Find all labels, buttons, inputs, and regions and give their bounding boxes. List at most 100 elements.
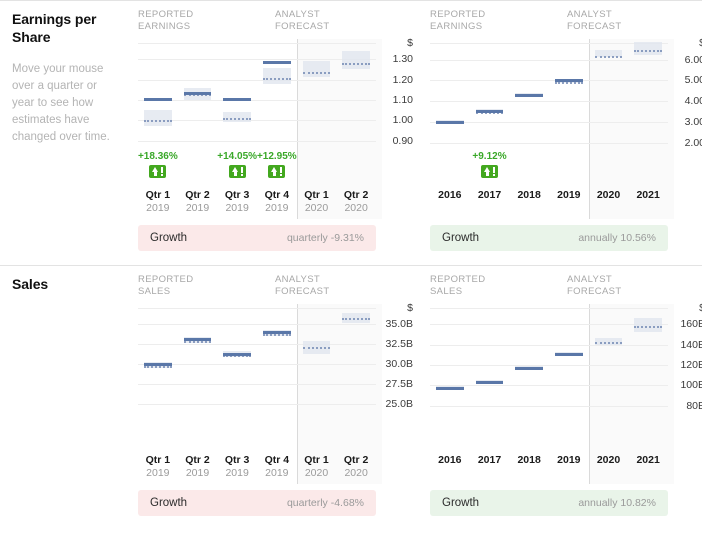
x-axis-tick-2021[interactable]: 2021 bbox=[620, 189, 676, 202]
x-axis-tick-2017[interactable]: 2017 bbox=[462, 189, 518, 202]
estimate-consensus-line bbox=[594, 342, 623, 344]
chart-headers: REPORTED SALES ANALYST FORECAST bbox=[130, 266, 416, 304]
x-tick-year-label: 2020 bbox=[344, 467, 368, 480]
gridline bbox=[138, 324, 376, 325]
gridline bbox=[138, 141, 376, 142]
estimate-consensus-line bbox=[634, 50, 662, 52]
section-description-column: Sales bbox=[0, 266, 130, 530]
earnings-surprise-marker[interactable]: +18.36% bbox=[130, 151, 186, 183]
chart-eps-quarterly[interactable]: REPORTED EARNINGS ANALYST FORECAST $1.30… bbox=[130, 1, 416, 265]
x-tick-primary-label: 2021 bbox=[636, 189, 660, 201]
y-axis-currency-symbol: $ bbox=[699, 302, 702, 314]
x-tick-primary-label: Qtr 2 bbox=[185, 454, 210, 466]
y-axis-tick-label: 120B bbox=[680, 359, 702, 372]
x-tick-year-label: 2019 bbox=[185, 202, 210, 215]
x-axis-tick-2019[interactable]: 2019 bbox=[541, 454, 597, 467]
x-axis-tick-2021[interactable]: 2021 bbox=[620, 454, 676, 467]
growth-label: Growth bbox=[150, 497, 188, 509]
estimate-consensus-line bbox=[342, 63, 370, 65]
forecast-shaded-region-axis bbox=[588, 416, 674, 484]
y-axis-tick-label: 80B bbox=[686, 399, 702, 412]
estimate-range-box bbox=[144, 110, 172, 126]
x-axis-tick-2016[interactable]: 2016 bbox=[422, 189, 478, 202]
x-axis-tick-qtr-2-2019[interactable]: Qtr 2 2019 bbox=[170, 189, 226, 215]
growth-bar: Growth quarterly -4.68% bbox=[138, 490, 376, 516]
gridline bbox=[430, 406, 668, 407]
plot-area-sales-quarterly[interactable]: $35.0B 32.5B 30.0B 27.5B 25.0B bbox=[130, 302, 416, 468]
chart-headers: REPORTED EARNINGS ANALYST FORECAST bbox=[130, 1, 416, 39]
y-axis-tick-label: 1.20 bbox=[392, 73, 413, 86]
estimate-consensus-line bbox=[183, 341, 212, 343]
plot-area-eps-quarterly[interactable]: $1.30 1.20 1.10 1.00 0.90 bbox=[130, 37, 416, 203]
surprise-up-arrow-icon bbox=[481, 165, 498, 178]
gridline bbox=[430, 43, 668, 44]
surprise-percent-label: +14.05% bbox=[217, 151, 258, 162]
y-axis-tick-label: 3.00 bbox=[684, 115, 702, 128]
estimate-range-box bbox=[594, 338, 623, 345]
x-axis-tick-2016[interactable]: 2016 bbox=[422, 454, 478, 467]
section-title: Earnings per Share bbox=[12, 11, 97, 45]
gridline bbox=[138, 384, 376, 385]
growth-label: Growth bbox=[442, 232, 480, 244]
x-tick-year-label: 2019 bbox=[146, 467, 170, 480]
estimate-range-box bbox=[634, 318, 662, 332]
x-axis-labels: 2016 2017 2018 2019 2020 2021 bbox=[422, 416, 702, 484]
earnings-surprise-marker[interactable]: +14.05% bbox=[209, 151, 265, 183]
gridline bbox=[430, 60, 668, 61]
estimate-range-box bbox=[594, 50, 623, 57]
y-axis-tick-label: 6.00 bbox=[684, 53, 702, 66]
x-axis-tick-qtr-4-2019[interactable]: Qtr 4 2019 bbox=[249, 189, 305, 215]
x-axis-tick-2019[interactable]: 2019 bbox=[541, 189, 597, 202]
chart-sales-annual[interactable]: REPORTED SALES ANALYST FORECAST $160B 140… bbox=[422, 266, 702, 530]
reported-actual-line bbox=[475, 110, 504, 113]
x-axis-tick-2020[interactable]: 2020 bbox=[581, 189, 637, 202]
growth-bar: Growth annually 10.56% bbox=[430, 225, 668, 251]
estimate-consensus-line bbox=[594, 56, 623, 58]
earnings-surprise-marker[interactable]: +12.95% bbox=[249, 151, 305, 183]
x-tick-primary-label: 2019 bbox=[557, 454, 581, 466]
estimate-range-box bbox=[223, 112, 251, 122]
x-axis-tick-qtr-3-2019[interactable]: Qtr 3 2019 bbox=[209, 454, 265, 480]
x-axis-tick-2018[interactable]: 2018 bbox=[501, 454, 557, 467]
x-tick-primary-label: 2020 bbox=[596, 454, 621, 466]
y-axis-tick-label: 5.00 bbox=[684, 74, 702, 87]
x-axis-tick-qtr-1-2020[interactable]: Qtr 1 2020 bbox=[289, 454, 345, 480]
x-axis-tick-qtr-1-2019[interactable]: Qtr 1 2019 bbox=[130, 189, 186, 215]
plot-area-eps-annual[interactable]: $6.00 5.00 4.00 3.00 2.00 bbox=[422, 37, 702, 203]
x-axis-tick-2020[interactable]: 2020 bbox=[581, 454, 637, 467]
x-axis-tick-qtr-3-2019[interactable]: Qtr 3 2019 bbox=[209, 189, 265, 215]
x-axis-tick-qtr-2-2020[interactable]: Qtr 2 2020 bbox=[328, 454, 384, 480]
x-axis-tick-2017[interactable]: 2017 bbox=[462, 454, 518, 467]
x-tick-year-label: 2019 bbox=[185, 467, 210, 480]
chart-pair-sales: REPORTED SALES ANALYST FORECAST $35.0B 32… bbox=[130, 266, 702, 530]
y-axis-labels: $35.0B 32.5B 30.0B 27.5B 25.0B bbox=[376, 302, 416, 416]
x-axis-tick-qtr-1-2020[interactable]: Qtr 1 2020 bbox=[289, 189, 345, 215]
estimate-range-box bbox=[342, 51, 370, 69]
chart-sales-quarterly[interactable]: REPORTED SALES ANALYST FORECAST $35.0B 32… bbox=[130, 266, 416, 530]
forecast-header: ANALYST FORECAST bbox=[567, 274, 622, 297]
y-axis-tick-label: 4.00 bbox=[684, 95, 702, 108]
plot-area-sales-annual[interactable]: $160B 140B 120B 100B 80B bbox=[422, 302, 702, 468]
growth-label: Growth bbox=[150, 232, 188, 244]
growth-row: Growth annually 10.82% bbox=[422, 484, 702, 530]
y-axis-currency-symbol: $ bbox=[407, 37, 413, 49]
chart-headers: REPORTED EARNINGS ANALYST FORECAST bbox=[422, 1, 702, 39]
x-axis-tick-qtr-1-2019[interactable]: Qtr 1 2019 bbox=[130, 454, 186, 480]
reported-header: REPORTED EARNINGS bbox=[430, 9, 486, 32]
x-tick-primary-label: 2017 bbox=[477, 189, 502, 201]
x-axis-tick-2018[interactable]: 2018 bbox=[501, 189, 557, 202]
surprise-up-arrow-icon bbox=[228, 165, 246, 178]
growth-row: Growth quarterly -4.68% bbox=[130, 484, 416, 530]
earnings-surprise-marker[interactable]: +9.12% bbox=[462, 151, 518, 183]
x-axis-tick-qtr-2-2020[interactable]: Qtr 2 2020 bbox=[328, 189, 384, 215]
estimate-consensus-line bbox=[144, 366, 172, 368]
x-tick-primary-label: Qtr 2 bbox=[343, 189, 369, 201]
reported-actual-line bbox=[555, 353, 583, 356]
gridline bbox=[138, 120, 376, 121]
chart-eps-annual[interactable]: REPORTED EARNINGS ANALYST FORECAST $6.00… bbox=[422, 1, 702, 265]
forecast-shaded-region-axis bbox=[588, 151, 674, 219]
gridline bbox=[138, 43, 376, 44]
x-axis-tick-qtr-2-2019[interactable]: Qtr 2 2019 bbox=[170, 454, 226, 480]
x-axis-tick-qtr-4-2019[interactable]: Qtr 4 2019 bbox=[249, 454, 305, 480]
reported-actual-line bbox=[183, 338, 212, 341]
